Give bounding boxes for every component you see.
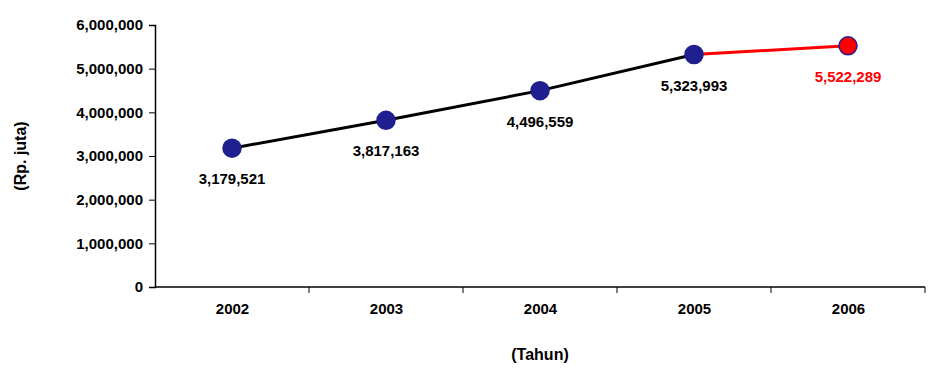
x-tick: 2004 <box>524 300 558 317</box>
y-tick-mark <box>149 156 155 157</box>
y-tick-mark <box>149 287 155 288</box>
y-tick: 0 <box>135 278 155 295</box>
data-label: 5,323,993 <box>661 77 728 94</box>
marker <box>531 82 549 100</box>
y-tick: 6,000,000 <box>76 16 155 33</box>
x-tick-label: 2002 <box>216 300 249 317</box>
x-axis-title: (Tahun) <box>511 346 568 363</box>
y-tick-mark <box>149 200 155 201</box>
data-label: 3,817,163 <box>353 142 420 159</box>
y-tick: 5,000,000 <box>76 60 155 77</box>
y-tick-label: 0 <box>135 278 143 295</box>
y-tick: 2,000,000 <box>76 191 155 208</box>
y-tick: 4,000,000 <box>76 104 155 121</box>
x-tick-label: 2004 <box>524 300 558 317</box>
x-tick: 2002 <box>216 300 249 317</box>
plot-area <box>223 37 857 157</box>
y-tick-label: 3,000,000 <box>76 147 143 164</box>
y-tick-label: 1,000,000 <box>76 235 143 252</box>
chart: 0 1,000,000 2,000,000 3,000,000 4,000,000 5,0… <box>0 0 940 372</box>
y-axis-title: (Rp. juta) <box>12 121 29 190</box>
y-tick-label: 5,000,000 <box>76 60 143 77</box>
marker <box>223 139 241 157</box>
y-tick-label: 6,000,000 <box>76 16 143 33</box>
y-axis: 0 1,000,000 2,000,000 3,000,000 4,000,000 5,0… <box>76 16 155 295</box>
x-tick: 2003 <box>370 300 403 317</box>
category-separator <box>463 287 464 293</box>
y-tick-mark <box>149 112 155 113</box>
x-tick: 2006 <box>832 300 865 317</box>
x-tick-label: 2003 <box>370 300 403 317</box>
y-tick-mark <box>149 243 155 244</box>
x-tick-label: 2006 <box>832 300 865 317</box>
data-labels: 3,179,521 3,817,163 4,496,559 5,323,993 5,52… <box>199 68 882 187</box>
category-separator <box>309 287 310 293</box>
x-axis-line <box>155 286 925 288</box>
category-separator <box>617 287 618 293</box>
data-label: 3,179,521 <box>199 170 266 187</box>
y-axis-line <box>149 26 156 288</box>
y-tick-mark <box>149 69 155 70</box>
marker <box>685 46 703 64</box>
data-label: 4,496,559 <box>507 113 574 130</box>
line-segment <box>694 46 848 55</box>
y-tick-label: 2,000,000 <box>76 191 143 208</box>
marker <box>377 111 395 129</box>
x-tick-label: 2005 <box>678 300 711 317</box>
x-axis: 2002 2003 2004 2005 2006 <box>155 287 925 317</box>
marker <box>839 37 857 55</box>
y-tick-label: 4,000,000 <box>76 104 143 121</box>
data-label: 5,522,289 <box>815 68 882 85</box>
x-tick: 2005 <box>678 300 711 317</box>
category-separator <box>771 287 772 293</box>
y-tick: 3,000,000 <box>76 147 155 164</box>
category-separator <box>925 287 926 293</box>
y-tick-mark <box>149 25 155 26</box>
y-tick: 1,000,000 <box>76 235 155 252</box>
